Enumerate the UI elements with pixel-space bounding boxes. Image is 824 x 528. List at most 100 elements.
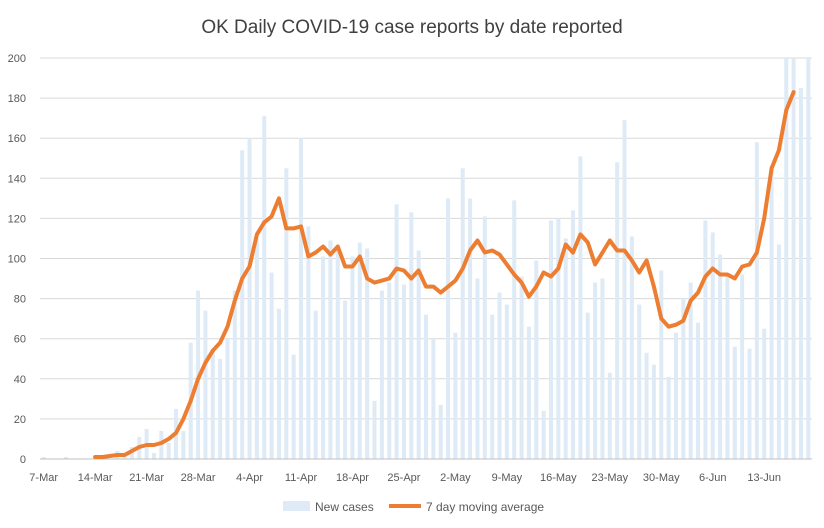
y-tick-label: 180 bbox=[8, 93, 26, 105]
new-cases-bar bbox=[600, 278, 605, 459]
new-cases-bar bbox=[585, 312, 590, 459]
new-cases-bar bbox=[806, 58, 811, 459]
new-cases-bar bbox=[681, 298, 686, 459]
x-tick-label: 18-Apr bbox=[336, 472, 369, 484]
new-cases-bar bbox=[541, 410, 546, 459]
new-cases-bar bbox=[181, 430, 186, 459]
legend-new-cases-label: New cases bbox=[315, 500, 374, 514]
new-cases-bar bbox=[166, 442, 171, 459]
new-cases-bar bbox=[460, 168, 465, 459]
new-cases-bar bbox=[401, 284, 406, 459]
x-tick-label: 11-Apr bbox=[285, 472, 318, 484]
new-cases-bar bbox=[387, 282, 392, 459]
y-tick-label: 120 bbox=[8, 213, 26, 225]
new-cases-bar bbox=[306, 226, 311, 459]
new-cases-bar bbox=[446, 198, 451, 459]
new-cases-bar bbox=[416, 250, 421, 459]
new-cases-bar bbox=[490, 314, 495, 459]
new-cases-bar bbox=[504, 304, 509, 459]
new-cases-bar bbox=[438, 404, 443, 459]
new-cases-bar bbox=[578, 156, 583, 459]
new-cases-bar bbox=[754, 142, 759, 459]
y-tick-label: 140 bbox=[8, 173, 26, 185]
new-cases-bar bbox=[762, 328, 767, 459]
new-cases-bar bbox=[247, 138, 252, 459]
new-cases-bar bbox=[151, 452, 156, 459]
x-tick-label: 25-Apr bbox=[387, 472, 420, 484]
new-cases-bar bbox=[365, 248, 370, 459]
new-cases-bar bbox=[350, 256, 355, 459]
new-cases-bar bbox=[644, 352, 649, 459]
new-cases-bar bbox=[328, 240, 333, 459]
new-cases-bar bbox=[718, 254, 723, 459]
new-cases-bar bbox=[673, 332, 679, 459]
new-cases-bar bbox=[335, 250, 340, 459]
moving-average-line bbox=[93, 90, 796, 459]
new-cases-bar bbox=[519, 276, 524, 459]
y-axis-ticks: 0 20 40 60 80 100 120 140 160 180 200 bbox=[8, 53, 26, 466]
new-cases-bar bbox=[298, 138, 304, 459]
new-cases-bar bbox=[203, 310, 208, 459]
new-cases-bar bbox=[776, 244, 781, 459]
x-tick-label: 21-Mar bbox=[129, 472, 164, 484]
x-tick-label: 9-May bbox=[492, 472, 523, 484]
new-cases-bar bbox=[482, 216, 487, 459]
new-cases-bar bbox=[379, 290, 384, 459]
new-cases-bar bbox=[357, 242, 362, 459]
x-tick-label: 30-May bbox=[643, 472, 680, 484]
new-cases-bar bbox=[497, 292, 502, 459]
x-tick-label: 13-Jun bbox=[747, 472, 781, 484]
new-cases-bar bbox=[431, 338, 436, 459]
x-tick-label: 14-Mar bbox=[78, 472, 113, 484]
y-tick-label: 200 bbox=[8, 53, 26, 65]
y-tick-label: 20 bbox=[14, 414, 26, 426]
new-cases-bar bbox=[423, 314, 429, 459]
y-tick-label: 60 bbox=[14, 334, 26, 346]
x-tick-label: 28-Mar bbox=[181, 472, 216, 484]
new-cases-bar bbox=[593, 282, 598, 459]
moving-average-series bbox=[93, 90, 796, 459]
new-cases-bar bbox=[240, 150, 245, 460]
y-tick-label: 40 bbox=[14, 374, 26, 386]
new-cases-bar bbox=[291, 354, 296, 459]
new-cases-bar bbox=[607, 372, 612, 459]
new-cases-bar bbox=[769, 166, 774, 459]
new-cases-bar bbox=[556, 218, 561, 459]
y-tick-label: 160 bbox=[8, 133, 26, 145]
new-cases-bar bbox=[740, 274, 745, 459]
new-cases-bar bbox=[703, 220, 708, 459]
new-cases-bar bbox=[284, 168, 289, 459]
x-tick-label: 6-Jun bbox=[699, 472, 727, 484]
legend: New cases 7 day moving average bbox=[283, 500, 544, 514]
new-cases-bar bbox=[343, 300, 348, 459]
new-cases-bar bbox=[571, 210, 576, 459]
new-cases-bar bbox=[548, 220, 554, 459]
new-cases-bar bbox=[232, 290, 237, 459]
new-cases-bar bbox=[732, 346, 737, 459]
new-cases-bar bbox=[791, 58, 796, 459]
new-cases-bar bbox=[696, 322, 701, 459]
y-tick-label: 80 bbox=[14, 294, 26, 306]
x-tick-label: 4-Apr bbox=[236, 472, 263, 484]
new-cases-bar bbox=[563, 238, 568, 459]
new-cases-bar bbox=[210, 348, 215, 459]
new-cases-bar bbox=[394, 204, 399, 459]
new-cases-bar bbox=[254, 238, 259, 459]
new-cases-bar bbox=[629, 236, 634, 459]
new-cases-bar bbox=[276, 308, 281, 459]
new-cases-bar bbox=[622, 120, 627, 459]
new-cases-bar bbox=[468, 198, 473, 459]
new-cases-bar bbox=[688, 282, 693, 459]
new-cases-bar bbox=[372, 400, 377, 459]
y-tick-label: 100 bbox=[8, 254, 26, 266]
new-cases-bar bbox=[512, 200, 517, 460]
new-cases-bar bbox=[747, 348, 752, 459]
grid-lines bbox=[40, 57, 812, 420]
new-cases-bar bbox=[63, 456, 68, 459]
new-cases-bar bbox=[534, 260, 539, 459]
new-cases-bar bbox=[269, 272, 274, 459]
x-axis-ticks: 7-Mar 14-Mar 21-Mar 28-Mar 4-Apr 11-Apr 18-Apr… bbox=[29, 472, 781, 484]
new-cases-bar bbox=[798, 88, 803, 459]
